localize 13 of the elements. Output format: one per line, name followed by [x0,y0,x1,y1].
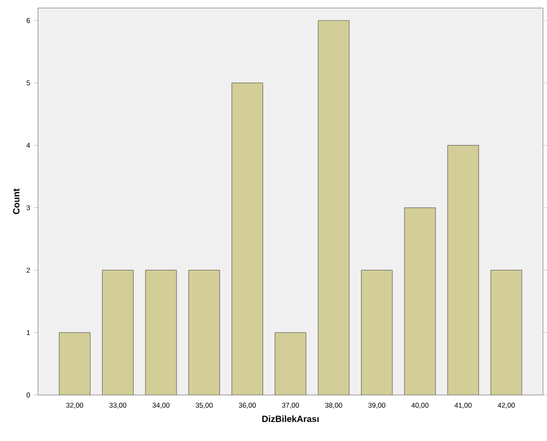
bar [275,332,306,395]
bar [59,332,90,395]
bar [361,270,392,395]
bar [188,270,220,395]
bar [490,270,522,395]
x-axis-title: DizBilekArası [262,415,319,422]
bar [404,208,436,395]
bar [146,270,177,395]
bar [448,145,479,395]
y-axis-title: Count [13,188,20,214]
bar [232,82,263,395]
bar [102,270,134,395]
bar [318,20,350,395]
